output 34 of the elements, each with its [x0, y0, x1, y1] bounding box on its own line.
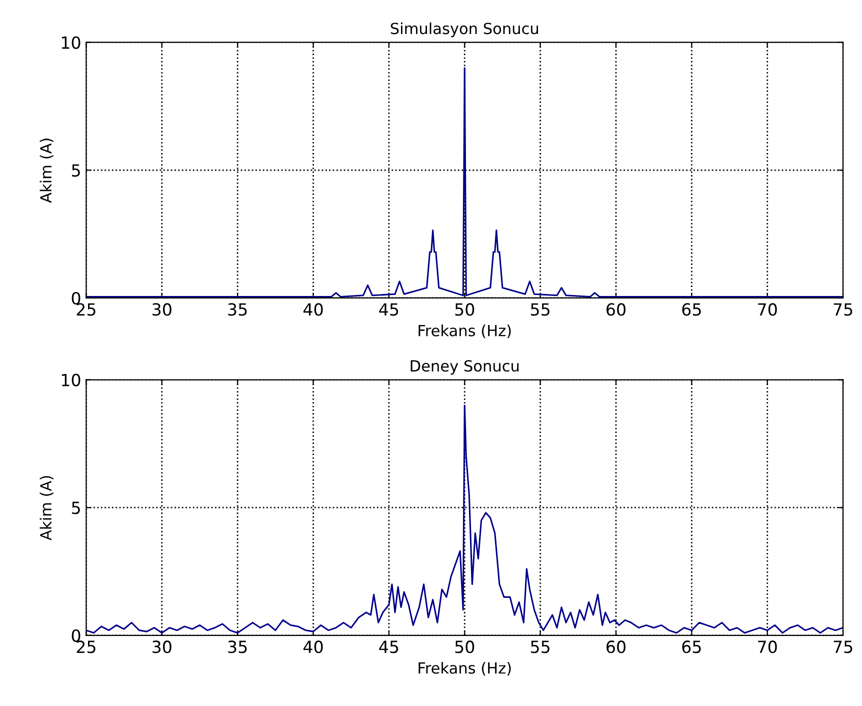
x-tick-label: 30 [152, 640, 172, 654]
chart-title: Deney Sonucu [410, 360, 519, 375]
x-tick-label: 70 [758, 640, 777, 654]
x-tick-label: 55 [530, 640, 550, 654]
x-tick-label: 35 [228, 303, 247, 316]
x-tick-label: 40 [303, 640, 323, 654]
x-tick-label: 25 [76, 640, 96, 654]
x-tick-label: 75 [834, 303, 852, 316]
x-tick-label: 65 [682, 640, 701, 654]
y-axis-title: Akim (A) [40, 138, 54, 203]
y-axis-title: Akim (A) [40, 476, 54, 540]
y-tick-label: 0 [72, 292, 80, 305]
x-tick-label: 55 [530, 303, 550, 316]
x-tick-label: 65 [682, 303, 701, 316]
x-tick-label: 50 [455, 303, 474, 316]
x-tick-label: 45 [379, 640, 398, 654]
x-axis-title: Frekans (Hz) [418, 662, 511, 676]
chart-title: Simulasyon Sonucu [390, 22, 538, 38]
x-tick-label: 50 [455, 640, 474, 654]
x-tick-label: 25 [76, 303, 96, 316]
x-tick-label: 75 [834, 640, 852, 654]
x-tick-label: 45 [379, 303, 398, 316]
x-tick-label: 60 [606, 303, 626, 316]
y-tick-label: 5 [72, 502, 80, 514]
x-tick-label: 40 [303, 303, 323, 316]
x-tick-label: 70 [758, 303, 777, 316]
x-tick-label: 30 [152, 303, 172, 316]
y-tick-label: 0 [72, 629, 80, 642]
y-tick-label: 10 [62, 374, 80, 386]
y-tick-label: 5 [72, 164, 80, 177]
x-tick-label: 60 [606, 640, 626, 654]
x-axis-title: Frekans (Hz) [418, 324, 511, 338]
y-tick-label: 10 [62, 36, 80, 49]
x-tick-label: 35 [228, 640, 247, 654]
